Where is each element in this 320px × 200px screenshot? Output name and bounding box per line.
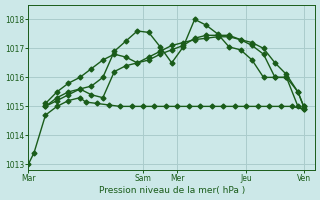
X-axis label: Pression niveau de la mer( hPa ): Pression niveau de la mer( hPa ) (99, 186, 245, 195)
